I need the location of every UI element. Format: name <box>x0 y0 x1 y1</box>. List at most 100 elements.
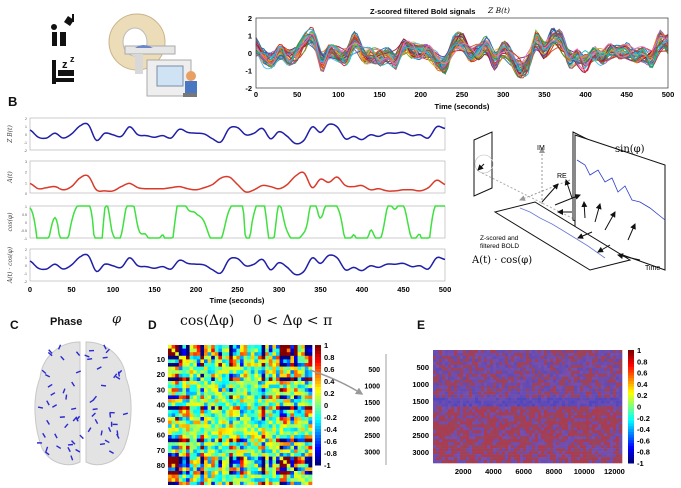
heatmap-cell <box>232 431 237 436</box>
heatmap-cell <box>472 451 476 455</box>
heatmap-cell <box>508 388 512 392</box>
heatmap-cell <box>258 352 262 357</box>
im-label: IM <box>537 145 545 152</box>
heatmap-cell <box>243 391 248 396</box>
heatmap-cell <box>451 388 455 392</box>
heatmap-cell <box>290 420 295 425</box>
heatmap-cell <box>616 388 620 392</box>
heatmap-cell <box>439 391 443 395</box>
heatmap-cell <box>586 448 590 452</box>
heatmap-cell <box>304 355 309 360</box>
heatmap-cell <box>589 439 593 443</box>
heatmap-cell <box>538 454 542 458</box>
heatmap-cell <box>508 385 512 389</box>
heatmap-cell <box>526 442 530 446</box>
heatmap-cell <box>460 436 464 440</box>
heatmap-cell <box>243 359 248 364</box>
heatmap-cell <box>200 363 205 367</box>
heatmap-cell <box>463 439 467 443</box>
heatmap-cell <box>487 436 491 440</box>
heatmap-cell <box>196 427 201 432</box>
heatmap-cell <box>189 435 194 439</box>
heatmap-cell <box>171 481 176 485</box>
heatmap-cell <box>214 377 219 382</box>
heatmap-cell <box>442 406 446 410</box>
heatmap-cell <box>236 384 241 389</box>
heatmap-cell <box>526 364 530 369</box>
heatmap-cell <box>586 457 590 461</box>
heatmap-cell <box>502 460 506 464</box>
heatmap-cell <box>502 439 506 443</box>
heatmap-cell <box>607 373 611 378</box>
heatmap-cell <box>616 457 620 461</box>
heatmap-cell <box>544 406 548 410</box>
heatmap-cell <box>487 394 491 398</box>
heatmap-cell <box>583 412 587 416</box>
heatmap-cell <box>186 478 190 483</box>
heatmap-cell <box>547 442 551 446</box>
heatmap-cell <box>514 391 518 395</box>
heatmap-cell <box>463 352 467 357</box>
heatmap-cell <box>308 370 313 375</box>
heatmap-cell <box>460 388 464 392</box>
heatmap-cell <box>304 417 309 421</box>
heatmap-cell <box>448 436 452 440</box>
heatmap-cell <box>436 448 440 452</box>
heatmap-cell <box>580 391 584 395</box>
colorbar-segment <box>628 392 634 396</box>
heatmap-cell <box>225 471 230 475</box>
heatmap-cell <box>493 409 497 413</box>
heatmap-cell <box>568 430 572 434</box>
y-tick-label: 2500 <box>412 431 429 440</box>
heatmap-cell <box>178 449 183 454</box>
heatmap-cell <box>487 430 491 434</box>
heatmap-cell <box>286 420 291 425</box>
heatmap-cell <box>553 412 557 416</box>
heatmap-cell <box>586 400 590 404</box>
heatmap-cell <box>505 382 509 386</box>
heatmap-cell <box>469 439 473 443</box>
heatmap-cell <box>478 457 482 461</box>
heatmap-cell <box>556 421 560 425</box>
heatmap-cell <box>254 449 259 454</box>
heatmap-cell <box>258 456 262 461</box>
heatmap-cell <box>196 420 201 425</box>
heatmap-cell <box>254 435 259 439</box>
heatmap-cell <box>286 474 291 479</box>
heatmap-cell <box>196 377 201 382</box>
heatmap-cell <box>613 457 617 461</box>
heatmap-cell <box>523 403 527 407</box>
heatmap-cell <box>301 445 306 450</box>
heatmap-cell <box>589 418 593 422</box>
heatmap-cell <box>247 442 252 447</box>
heatmap-cell <box>272 402 277 407</box>
heatmap-cell <box>168 406 172 411</box>
heatmap-cell <box>508 448 512 452</box>
heatmap-cell <box>232 413 237 418</box>
heatmap-cell <box>457 373 461 378</box>
heatmap-cell <box>613 415 617 419</box>
heatmap-cell <box>265 417 270 421</box>
heatmap-cell <box>433 370 437 375</box>
heatmap-cell <box>472 436 476 440</box>
heatmap-cell <box>535 439 539 443</box>
heatmap-cell <box>240 345 244 349</box>
heatmap-cell <box>182 359 187 364</box>
heatmap-cell <box>526 460 530 464</box>
heatmap-cell <box>178 431 183 436</box>
colorbar-segment <box>315 384 321 388</box>
heatmap-cell <box>460 382 464 386</box>
heatmap-cell <box>583 406 587 410</box>
heatmap-cell <box>601 448 605 452</box>
heatmap-cell <box>448 370 452 375</box>
heatmap-cell <box>619 412 623 416</box>
heatmap-cell <box>541 350 545 354</box>
heatmap-cell <box>247 366 252 371</box>
heatmap-cell <box>466 379 470 384</box>
heatmap-cell <box>286 366 291 371</box>
heatmap-cell <box>225 420 230 425</box>
y-tick-label: 40 <box>157 400 165 409</box>
heatmap-cell <box>182 399 187 403</box>
heatmap-cell <box>475 442 479 446</box>
heatmap-cell <box>613 427 617 431</box>
